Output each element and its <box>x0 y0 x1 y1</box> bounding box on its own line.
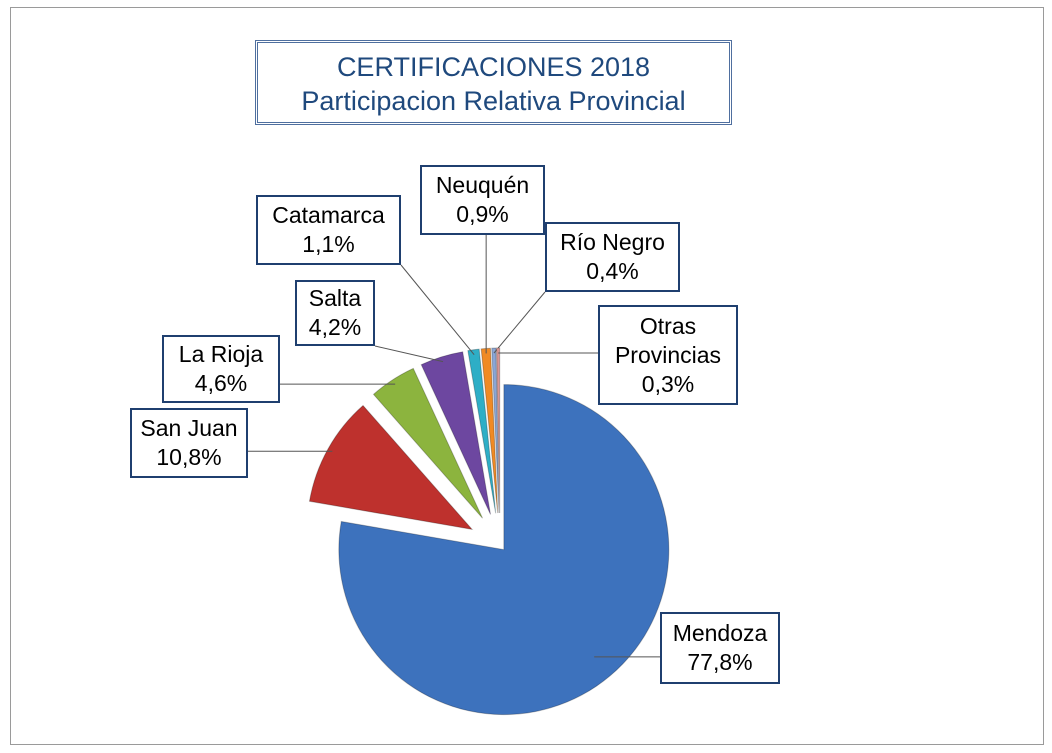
slice-name: San Juan <box>140 415 238 441</box>
data-label: San Juan 10,8% <box>130 408 248 478</box>
slice-name: Mendoza <box>672 620 768 646</box>
slice-value: 4,2% <box>308 314 362 340</box>
slice-name: Neuquén <box>435 172 530 198</box>
chart-subtitle: Participacion Relativa Provincial <box>301 86 686 116</box>
pie-slice <box>491 347 500 514</box>
slice-name: Río Negro <box>560 229 665 255</box>
leader-line <box>493 291 546 354</box>
slice-value: 77,8% <box>687 649 753 675</box>
slice-value: 1,1% <box>302 231 355 257</box>
data-label: Salta 4,2% <box>295 280 375 346</box>
leader-line <box>374 345 444 363</box>
slice-value: 0,3% <box>641 370 695 397</box>
slice-name: Salta <box>308 285 362 311</box>
title-box: CERTIFICACIONES 2018 Participacion Relat… <box>255 40 732 125</box>
slice-value: 10,8% <box>156 444 222 470</box>
pie-slice <box>420 351 491 515</box>
leader-line <box>400 264 475 356</box>
slice-name: La Rioja <box>178 341 264 367</box>
pie-slice <box>338 384 670 716</box>
data-label: Mendoza 77,8% <box>660 612 780 684</box>
pie-slice <box>496 347 501 514</box>
data-label: Río Negro 0,4% <box>545 222 680 292</box>
slice-name: Otras Provincias <box>614 312 722 368</box>
slice-name: Catamarca <box>272 202 385 228</box>
data-label: Catamarca 1,1% <box>256 195 401 265</box>
pie-slice <box>467 348 497 514</box>
slice-value: 0,4% <box>586 258 639 284</box>
pie-slice <box>308 404 474 531</box>
data-label: Neuquén 0,9% <box>420 165 545 235</box>
chart-title: CERTIFICACIONES 2018 <box>336 52 651 82</box>
data-label: La Rioja 4,6% <box>162 335 280 403</box>
data-label: Otras Provincias 0,3% <box>598 305 738 405</box>
chart-frame <box>10 7 1044 745</box>
slice-value: 4,6% <box>194 370 248 396</box>
pie-slice <box>372 367 483 519</box>
slice-value: 0,9% <box>456 201 509 227</box>
